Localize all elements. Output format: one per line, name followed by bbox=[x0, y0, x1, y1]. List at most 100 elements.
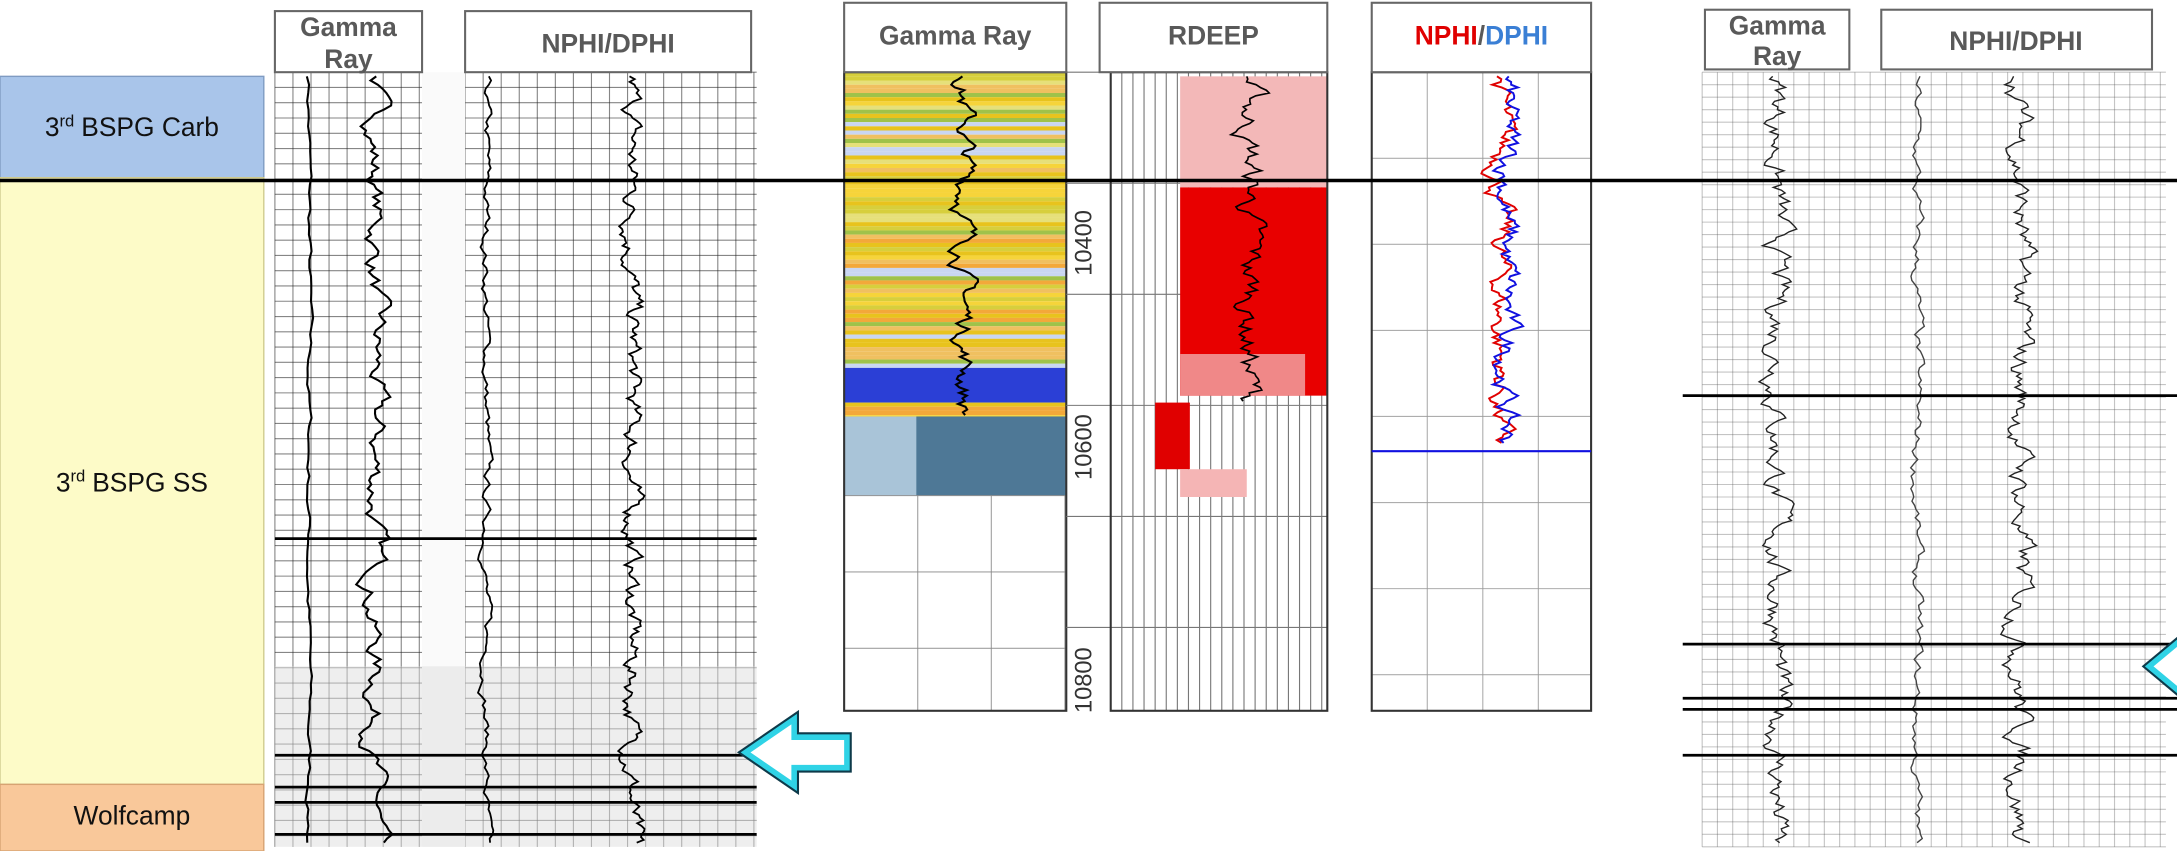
zone-number: 3 bbox=[56, 467, 71, 497]
lithology-band bbox=[844, 180, 1067, 185]
lithology-band bbox=[844, 201, 1067, 206]
lithology-band bbox=[844, 251, 1067, 256]
lithology-band bbox=[844, 402, 1067, 407]
lithology-band bbox=[844, 230, 1067, 235]
log-curve bbox=[1757, 75, 1798, 844]
log-curve bbox=[1480, 75, 1519, 444]
zone-box bbox=[0, 75, 265, 179]
lithology-band bbox=[844, 234, 1067, 239]
header-box bbox=[843, 1, 1068, 74]
lithology-band bbox=[844, 93, 1067, 98]
track-header: NPHI/DPHI bbox=[1415, 20, 1548, 50]
header-box bbox=[273, 10, 424, 74]
lithology-band bbox=[844, 330, 1067, 335]
track-header: Gamma Ray bbox=[879, 20, 1032, 50]
lithology-band bbox=[844, 122, 1067, 127]
lithology-band bbox=[844, 322, 1067, 327]
lithology-band bbox=[844, 72, 1067, 77]
lithology-band bbox=[844, 301, 1067, 306]
track-header: RDEEP bbox=[1168, 20, 1259, 50]
lithology-band bbox=[844, 247, 1067, 252]
zone-label: Wolfcamp bbox=[74, 801, 191, 831]
lithology-band bbox=[844, 292, 1067, 298]
lithology-band bbox=[844, 105, 1067, 110]
zone-number: 3 bbox=[45, 112, 60, 142]
header-part: DPHI bbox=[1485, 20, 1548, 50]
zone-label: 3rd BSPG SS bbox=[56, 467, 208, 498]
arrow bbox=[2144, 639, 2177, 694]
resistivity-fill bbox=[1180, 354, 1306, 396]
foreground: 3rd BSPG Carb 3rd BSPG SS Wolfcamp Gamma R… bbox=[0, 1, 2177, 831]
header-part: / bbox=[1478, 20, 1486, 50]
track-frame bbox=[1370, 71, 1593, 712]
log-curve bbox=[1489, 75, 1525, 444]
lithology-band bbox=[844, 406, 1067, 411]
lithology-band bbox=[844, 217, 1067, 223]
lithology-band bbox=[844, 176, 1067, 181]
lithology-band bbox=[844, 238, 1067, 243]
lithology-band bbox=[916, 416, 1067, 496]
log-curve bbox=[945, 75, 980, 416]
log-curve bbox=[1999, 76, 2039, 844]
lithology-band bbox=[844, 130, 1067, 135]
lithology-band bbox=[844, 288, 1067, 293]
lithology-band bbox=[844, 297, 1067, 302]
zone-box bbox=[0, 177, 265, 786]
lithology-band bbox=[844, 172, 1067, 177]
log-curve bbox=[304, 76, 315, 843]
lithology-band bbox=[844, 76, 1067, 81]
log-curve bbox=[616, 75, 646, 844]
lithology-band bbox=[844, 263, 1067, 268]
log-curve bbox=[1909, 76, 1926, 844]
lithology-band bbox=[844, 317, 1067, 323]
depth-label: 10800 bbox=[1071, 647, 1097, 713]
zone-box bbox=[0, 783, 265, 851]
track-header: Ray bbox=[324, 44, 373, 74]
lithology-band bbox=[844, 184, 1067, 189]
lithology-band bbox=[844, 326, 1067, 331]
lithology-band bbox=[844, 213, 1067, 218]
log-curve bbox=[354, 75, 394, 844]
lithology-band bbox=[844, 167, 1067, 173]
zone-name: BSPG SS bbox=[92, 467, 208, 497]
tracks bbox=[274, 71, 2177, 848]
track-header: Gamma bbox=[300, 12, 397, 42]
lithology-band bbox=[844, 101, 1067, 106]
lithology-band bbox=[844, 255, 1067, 260]
lithology-band bbox=[844, 134, 1067, 139]
lithology-band bbox=[844, 97, 1067, 102]
zone-name: BSPG Carb bbox=[81, 112, 219, 142]
lithology-band bbox=[844, 259, 1067, 264]
lithology-band bbox=[844, 309, 1067, 314]
lithology-band bbox=[844, 347, 1067, 352]
header-box bbox=[1880, 8, 2154, 71]
lithology-band bbox=[844, 138, 1067, 143]
lithology-band bbox=[844, 313, 1067, 318]
lithology-band bbox=[844, 410, 1067, 416]
depth-label: 10600 bbox=[1071, 414, 1097, 480]
zone-suffix: rd bbox=[70, 467, 85, 486]
lithology-band bbox=[844, 267, 1067, 273]
lithology-band bbox=[844, 80, 1067, 85]
lithology-band bbox=[844, 363, 1067, 368]
lithology-band bbox=[844, 118, 1067, 123]
lithology-band bbox=[844, 88, 1067, 94]
lithology-band bbox=[844, 351, 1067, 356]
lithology-band bbox=[844, 188, 1067, 193]
header-part: NPHI bbox=[1415, 20, 1478, 50]
header-box bbox=[1098, 1, 1329, 74]
arrow bbox=[740, 713, 850, 792]
lithology-band bbox=[844, 305, 1067, 310]
header-box bbox=[464, 10, 753, 74]
shaded-zone bbox=[274, 666, 757, 847]
zone-label: 3rd BSPG Carb bbox=[45, 111, 219, 142]
lithology-band bbox=[844, 151, 1067, 156]
lithology-band bbox=[844, 163, 1067, 168]
resistivity-fill bbox=[1180, 469, 1247, 497]
lithology-band bbox=[844, 197, 1067, 202]
lithology-band bbox=[844, 355, 1067, 360]
lithology-band bbox=[844, 142, 1067, 148]
